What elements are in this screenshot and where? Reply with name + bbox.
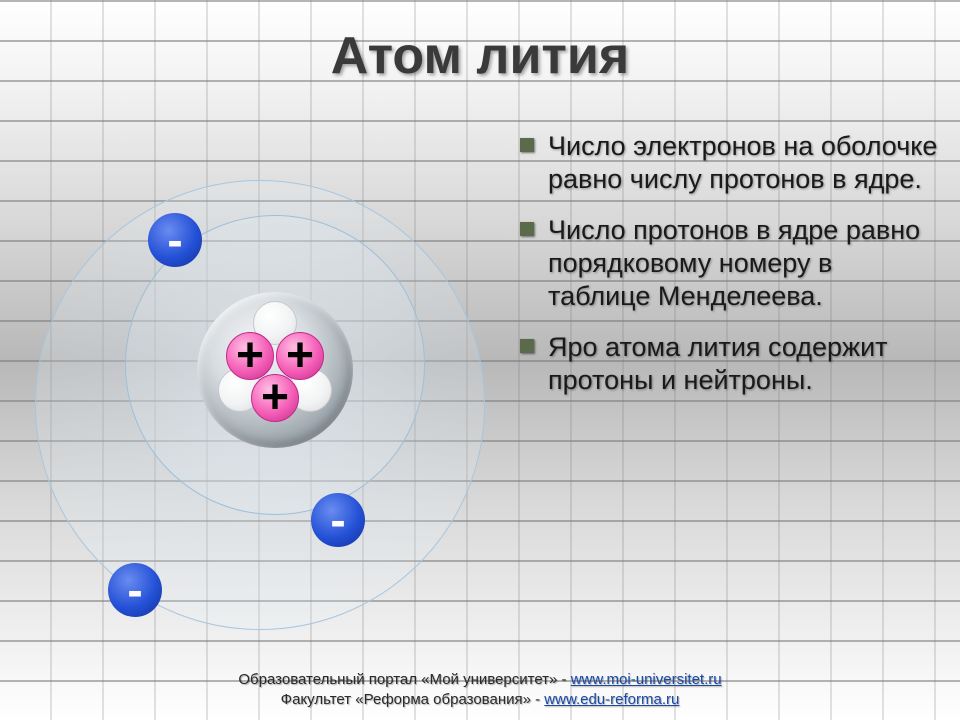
bullet-item: Число протонов в ядре равно порядковому … <box>520 214 940 313</box>
footer-link-2[interactable]: www.edu-reforma.ru <box>544 691 679 708</box>
bullet-list: Число электронов на оболочке равно числу… <box>520 130 940 415</box>
electron: - <box>148 213 202 267</box>
footer-text: Образовательный портал «Мой университет»… <box>238 671 570 688</box>
footer-text: Факультет «Реформа образования» - <box>281 691 545 708</box>
footer-link-1[interactable]: www.moi-universitet.ru <box>571 671 722 688</box>
proton: + <box>251 374 299 422</box>
electron: - <box>311 493 365 547</box>
page-title: Атом лития <box>0 26 960 86</box>
bullet-item: Яро атома лития содержит протоны и нейтр… <box>520 331 940 397</box>
bullet-item: Число электронов на оболочке равно числу… <box>520 130 940 196</box>
footer: Образовательный портал «Мой университет»… <box>0 670 960 711</box>
electron: - <box>108 563 162 617</box>
atom-diagram: +++--- <box>20 120 500 640</box>
